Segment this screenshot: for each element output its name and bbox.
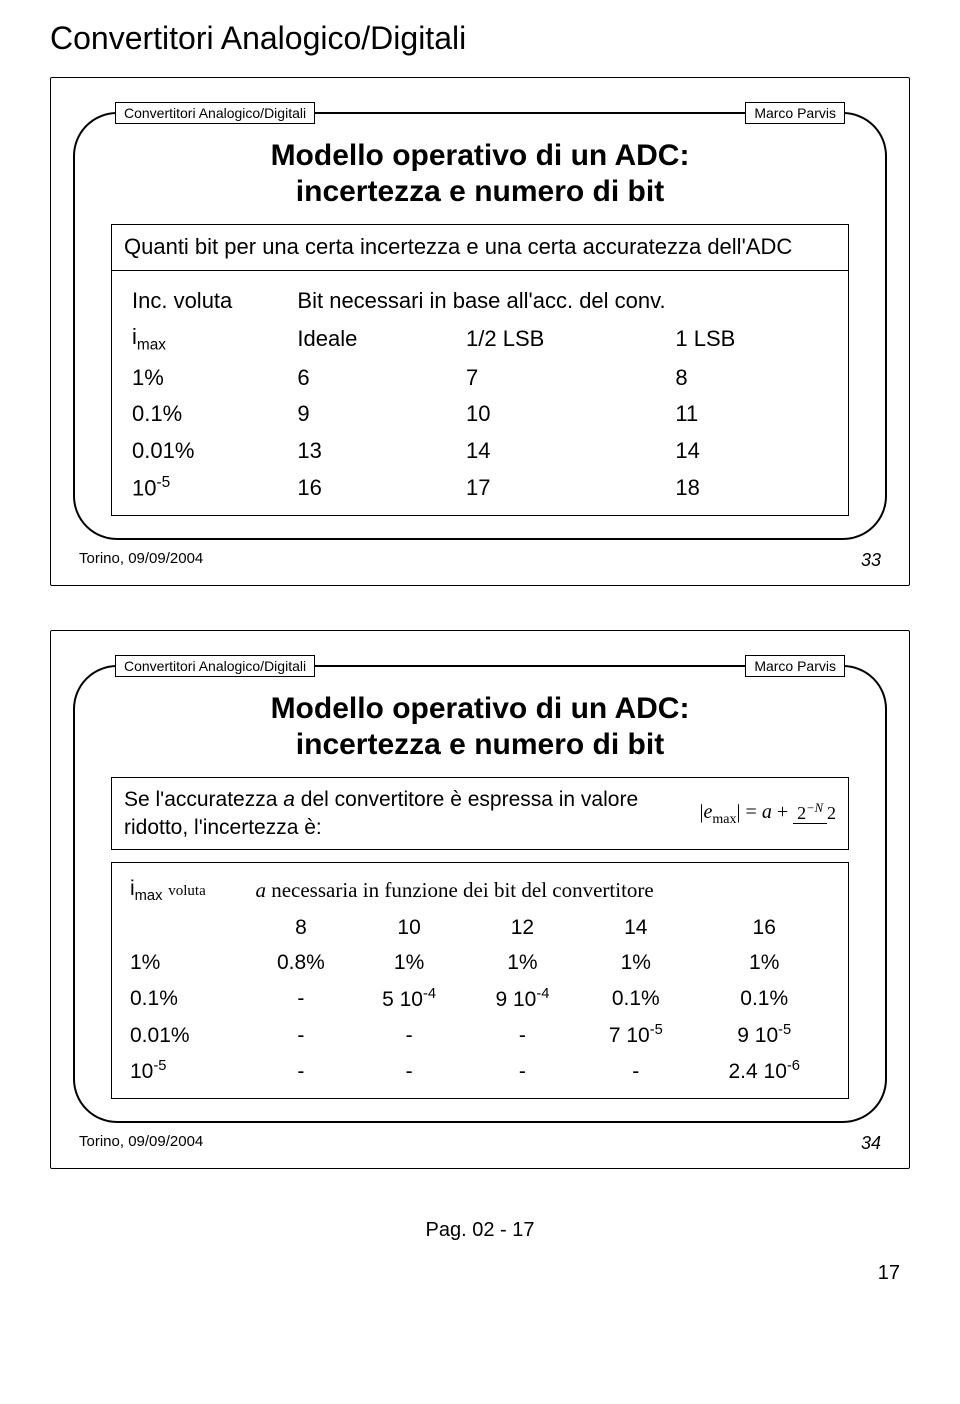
cell: 0.1%: [124, 981, 249, 1017]
slide1-question-box: Quanti bit per una certa incertezza e un…: [111, 224, 849, 271]
cell: 1 LSB: [667, 319, 836, 359]
cell: 9: [289, 396, 458, 433]
cell: 1%: [579, 945, 692, 980]
page-footer-center: Pag. 02 - 17: [50, 1219, 910, 1242]
cell: 1%: [352, 945, 465, 980]
cell: imax voluta: [124, 871, 249, 910]
table-row: 10-5 16 17 18: [124, 469, 836, 507]
table-row: 0.1% 9 10 11: [124, 396, 836, 433]
cell: 7: [458, 360, 667, 397]
cell: 12: [466, 910, 579, 945]
slide2-badge-left: Convertitori Analogico/Digitali: [115, 655, 315, 677]
cell: Bit necessari in base all'acc. del conv.: [289, 283, 836, 320]
slide2-eq-text: Se l'accuratezza a del convertitore è es…: [124, 786, 680, 841]
cell: imax: [124, 319, 289, 359]
table-row: 0.01% - - - 7 10-5 9 10-5: [124, 1017, 836, 1053]
cell: -: [466, 1017, 579, 1053]
slide1-badge-right: Marco Parvis: [745, 102, 845, 124]
cell: 0.01%: [124, 433, 289, 470]
cell: 16: [289, 469, 458, 507]
slide1-footer: Torino, 09/09/2004 33: [73, 550, 887, 571]
slide2-equation: |emax| = a + 2−N2: [700, 799, 837, 829]
slide1-table-box: Inc. voluta Bit necessari in base all'ac…: [111, 270, 849, 517]
cell: 11: [667, 396, 836, 433]
cell: -: [249, 1017, 352, 1053]
slide-inner-2: Convertitori Analogico/Digitali Marco Pa…: [73, 665, 887, 1122]
cell: -: [249, 981, 352, 1017]
slide2-title-line2: incertezza e numero di bit: [296, 728, 664, 761]
table-row: imax Ideale 1/2 LSB 1 LSB: [124, 319, 836, 359]
slide1-table: Inc. voluta Bit necessari in base all'ac…: [124, 283, 836, 508]
cell: 9 10-4: [466, 981, 579, 1017]
slide1-footer-date: Torino, 09/09/2004: [79, 550, 203, 571]
cell: Inc. voluta: [124, 283, 289, 320]
table-row: Inc. voluta Bit necessari in base all'ac…: [124, 283, 836, 320]
slide1-badge-left: Convertitori Analogico/Digitali: [115, 102, 315, 124]
cell: -: [352, 1053, 465, 1089]
table-row: 1% 6 7 8: [124, 360, 836, 397]
slide2-footer-date: Torino, 09/09/2004: [79, 1133, 203, 1154]
slide1-title-line1: Modello operativo di un ADC:: [271, 139, 690, 172]
slide2-badge-right: Marco Parvis: [745, 655, 845, 677]
cell: 0.8%: [249, 945, 352, 980]
cell: 14: [458, 433, 667, 470]
slide2-eq-box: Se l'accuratezza a del convertitore è es…: [111, 777, 849, 850]
slide2-table: imax voluta a necessaria in funzione dei…: [124, 871, 836, 1090]
cell: -: [249, 1053, 352, 1089]
page-number: 17: [50, 1262, 910, 1285]
slide1-number: 33: [861, 550, 881, 571]
cell: 1/2 LSB: [458, 319, 667, 359]
cell: a necessaria in funzione dei bit del con…: [249, 871, 836, 910]
page-title: Convertitori Analogico/Digitali: [50, 20, 910, 57]
cell: -: [579, 1053, 692, 1089]
cell: 10: [352, 910, 465, 945]
cell: 10-5: [124, 469, 289, 507]
cell: 14: [579, 910, 692, 945]
cell: 9 10-5: [692, 1017, 836, 1053]
cell: -: [352, 1017, 465, 1053]
cell: 5 10-4: [352, 981, 465, 1017]
table-row: 1% 0.8% 1% 1% 1% 1%: [124, 945, 836, 980]
cell: 2.4 10-6: [692, 1053, 836, 1089]
cell: 13: [289, 433, 458, 470]
cell: 18: [667, 469, 836, 507]
cell: 16: [692, 910, 836, 945]
slide2-number: 34: [861, 1133, 881, 1154]
table-row: imax voluta a necessaria in funzione dei…: [124, 871, 836, 910]
table-row: 10-5 - - - - 2.4 10-6: [124, 1053, 836, 1089]
slide2-footer: Torino, 09/09/2004 34: [73, 1133, 887, 1154]
cell: 0.01%: [124, 1017, 249, 1053]
slide1-title-line2: incertezza e numero di bit: [296, 175, 664, 208]
cell: 14: [667, 433, 836, 470]
slide2-title: Modello operativo di un ADC: incertezza …: [111, 691, 849, 763]
cell: 8: [667, 360, 836, 397]
cell: 7 10-5: [579, 1017, 692, 1053]
slide-inner-1: Convertitori Analogico/Digitali Marco Pa…: [73, 112, 887, 540]
cell: 8: [249, 910, 352, 945]
cell: 0.1%: [579, 981, 692, 1017]
slide-frame-2: Convertitori Analogico/Digitali Marco Pa…: [50, 630, 910, 1168]
cell: 1%: [124, 360, 289, 397]
cell: 6: [289, 360, 458, 397]
slide-frame-1: Convertitori Analogico/Digitali Marco Pa…: [50, 77, 910, 586]
cell: [124, 910, 249, 945]
slide2-title-line1: Modello operativo di un ADC:: [271, 692, 690, 725]
cell: 10: [458, 396, 667, 433]
slide1-title: Modello operativo di un ADC: incertezza …: [111, 138, 849, 210]
cell: 0.1%: [124, 396, 289, 433]
cell: 10-5: [124, 1053, 249, 1089]
cell: -: [466, 1053, 579, 1089]
cell: Ideale: [289, 319, 458, 359]
cell: 0.1%: [692, 981, 836, 1017]
cell: 17: [458, 469, 667, 507]
cell: 1%: [692, 945, 836, 980]
cell: 1%: [124, 945, 249, 980]
table-row: 8 10 12 14 16: [124, 910, 836, 945]
cell: 1%: [466, 945, 579, 980]
table-row: 0.01% 13 14 14: [124, 433, 836, 470]
slide2-table-box: imax voluta a necessaria in funzione dei…: [111, 862, 849, 1099]
table-row: 0.1% - 5 10-4 9 10-4 0.1% 0.1%: [124, 981, 836, 1017]
